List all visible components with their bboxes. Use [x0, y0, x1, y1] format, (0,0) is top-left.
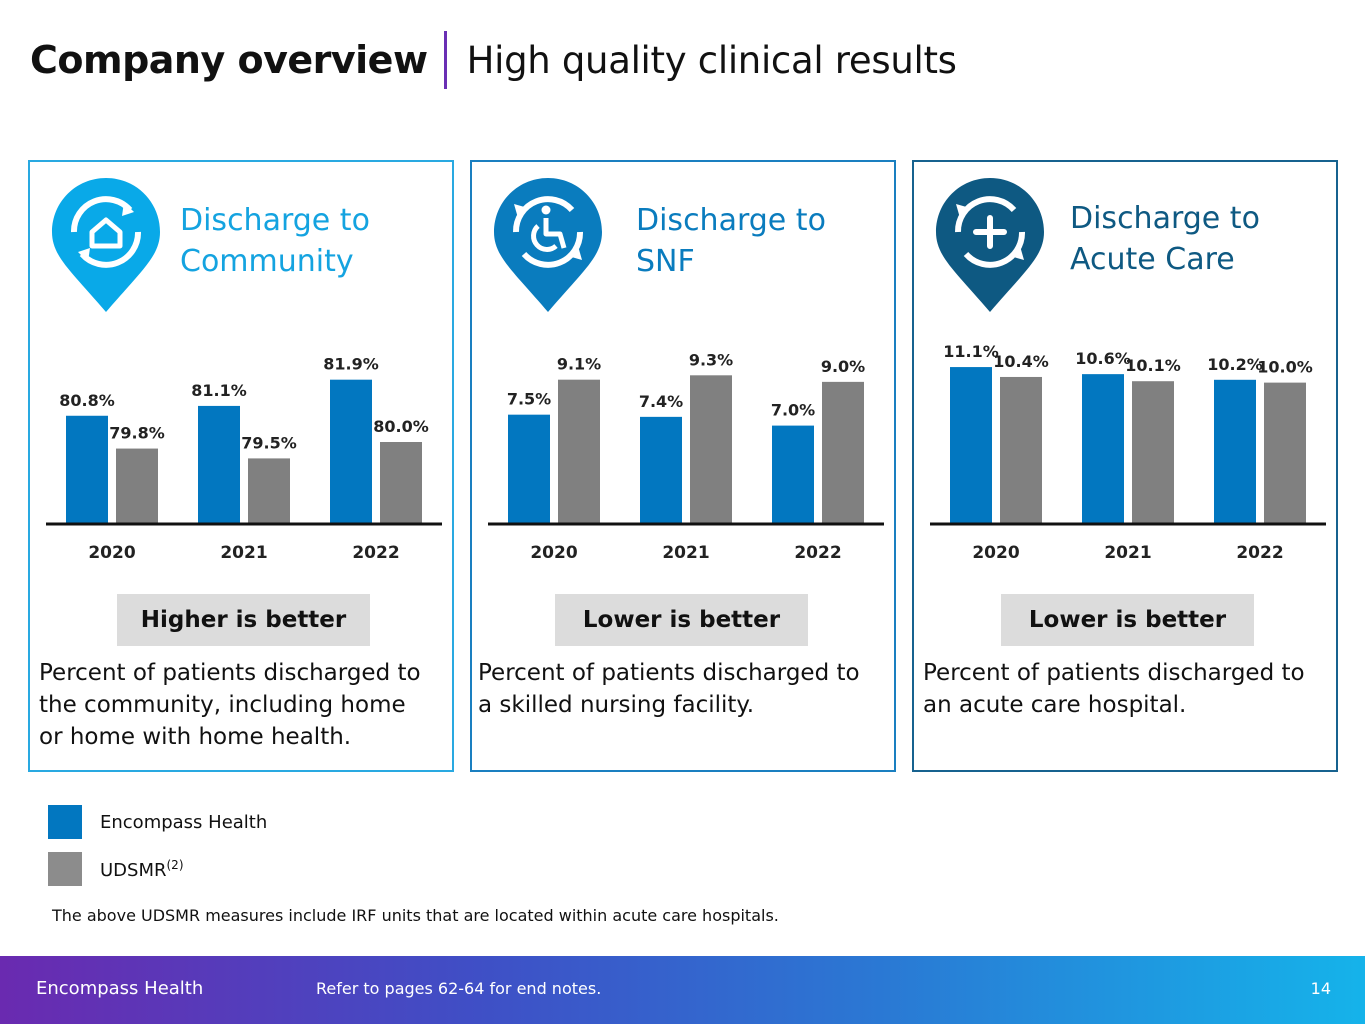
- x-tick-label: 2021: [662, 543, 709, 563]
- bar-encompass: [66, 415, 108, 524]
- description-line: the community, including home: [39, 692, 406, 718]
- legend-udsmr-text: UDSMR: [100, 859, 167, 881]
- plus-cycle-icon: [936, 178, 1044, 312]
- bar-udsmr: [558, 379, 600, 524]
- x-tick-label: 2020: [530, 543, 577, 563]
- panel-title-line1: Discharge to: [636, 203, 826, 238]
- legend-encompass: Encompass Health: [48, 805, 267, 839]
- bar-udsmr: [116, 448, 158, 524]
- description-line: a skilled nursing facility.: [478, 692, 755, 718]
- x-tick-label: 2020: [972, 543, 1019, 563]
- chart-acute-care: 11.1%10.4% 2020 10.6%10.1% 2021 10.2%10.0% 20…: [930, 342, 1326, 563]
- legend-swatch-udsmr: [48, 852, 82, 886]
- bar-encompass: [198, 405, 240, 524]
- bar-value-label: 10.2%: [1207, 355, 1263, 374]
- description-line: Percent of patients discharged to: [478, 660, 860, 686]
- direction-badge: Lower is better: [555, 594, 808, 646]
- direction-badge: Lower is better: [1001, 594, 1254, 646]
- bar-value-label: 10.6%: [1075, 349, 1131, 368]
- description-line: or home with home health.: [39, 724, 352, 750]
- direction-badge: Higher is better: [117, 594, 370, 646]
- bar-value-label: 9.3%: [689, 350, 733, 369]
- legend-swatch-encompass: [48, 805, 82, 839]
- x-tick-label: 2021: [1104, 543, 1151, 563]
- footnote: The above UDSMR measures include IRF uni…: [52, 906, 779, 925]
- page-title: Company overview: [30, 38, 428, 82]
- panel-title: Discharge to SNF: [636, 200, 826, 282]
- bar-encompass: [950, 367, 992, 524]
- bar-value-label: 7.4%: [639, 392, 683, 411]
- bar-encompass: [508, 414, 550, 524]
- panel-title-line1: Discharge to: [1070, 201, 1260, 236]
- panel-title-line2: SNF: [636, 244, 695, 279]
- bar-udsmr: [380, 442, 422, 524]
- page-header: Company overview High quality clinical r…: [30, 30, 957, 90]
- panel-community: Discharge to Community 80.8% 79.8% 2020 81.…: [28, 160, 454, 772]
- bar-value-label: 9.1%: [557, 355, 601, 374]
- x-tick-label: 2021: [220, 543, 267, 563]
- bar-udsmr: [248, 458, 290, 524]
- panel-title-line1: Discharge to: [180, 203, 370, 238]
- bar-value-label: 7.5%: [507, 390, 551, 409]
- bar-value-label: 79.5%: [241, 433, 297, 452]
- bar-value-label: 10.0%: [1257, 358, 1313, 377]
- bar-value-label: 11.1%: [943, 342, 999, 361]
- bar-value-label: 80.0%: [373, 417, 429, 436]
- description-line: an acute care hospital.: [923, 692, 1187, 718]
- panel-title: Discharge to Acute Care: [1070, 198, 1260, 280]
- panel-title-line2: Acute Care: [1070, 242, 1235, 277]
- legend-label: Encompass Health: [100, 811, 268, 833]
- panel-title-line2: Community: [180, 244, 354, 279]
- metric-description: Percent of patients discharged to a skil…: [478, 657, 860, 721]
- bar-value-label: 81.9%: [323, 355, 379, 374]
- bar-encompass: [330, 379, 372, 524]
- metric-description: Percent of patients discharged to the co…: [39, 657, 421, 753]
- bar-udsmr: [1132, 381, 1174, 524]
- legend-label: UDSMR(2): [100, 858, 184, 881]
- bar-udsmr: [1264, 382, 1306, 524]
- metric-description: Percent of patients discharged to an acu…: [923, 657, 1305, 721]
- panel-acute-care: Discharge to Acute Care 11.1% 10.4% 2020 10…: [912, 160, 1338, 772]
- legend-udsmr: UDSMR(2): [48, 852, 184, 886]
- title-divider: [443, 31, 447, 89]
- bar-encompass: [1082, 374, 1124, 524]
- x-tick-label: 2022: [794, 543, 841, 563]
- bar-udsmr: [822, 381, 864, 524]
- bar-value-label: 10.1%: [1125, 356, 1181, 375]
- description-line: Percent of patients discharged to: [39, 660, 421, 686]
- bar-value-label: 81.1%: [191, 381, 247, 400]
- wheelchair-cycle-icon: [494, 178, 602, 312]
- bar-encompass: [1214, 379, 1256, 524]
- bar-encompass: [640, 416, 682, 524]
- page-subtitle: High quality clinical results: [466, 38, 957, 82]
- legend-endnote-ref: (2): [166, 857, 184, 872]
- home-cycle-icon: [52, 178, 160, 312]
- bar-value-label: 80.8%: [59, 391, 115, 410]
- x-tick-label: 2020: [88, 543, 135, 563]
- bar-value-label: 7.0%: [771, 401, 815, 420]
- chart-community: 80.8% 79.8% 2020 81.1% 79.5% 2021 81.9% 80.0% 20…: [46, 355, 442, 563]
- footer-company: Encompass Health: [36, 978, 204, 999]
- x-tick-label: 2022: [1236, 543, 1283, 563]
- bar-value-label: 79.8%: [109, 424, 165, 443]
- bar-encompass: [772, 425, 814, 524]
- bar-udsmr: [1000, 376, 1042, 524]
- bar-value-label: 10.4%: [993, 352, 1049, 371]
- description-line: Percent of patients discharged to: [923, 660, 1305, 686]
- footer-bar: Encompass Health Refer to pages 62-64 fo…: [0, 956, 1365, 1024]
- footer-endnotes: Refer to pages 62-64 for end notes.: [316, 979, 602, 998]
- panel-title: Discharge to Community: [180, 200, 370, 282]
- bar-value-label: 9.0%: [821, 357, 865, 376]
- panel-snf: Discharge to SNF 7.5% 9.1% 2020 7.4% 9.3% 202…: [470, 160, 896, 772]
- chart-snf: 7.5% 9.1% 2020 7.4% 9.3% 2021 7.0% 9.0% 2022: [488, 350, 884, 563]
- x-tick-label: 2022: [352, 543, 399, 563]
- page-number: 14: [1310, 979, 1331, 998]
- bar-udsmr: [690, 375, 732, 524]
